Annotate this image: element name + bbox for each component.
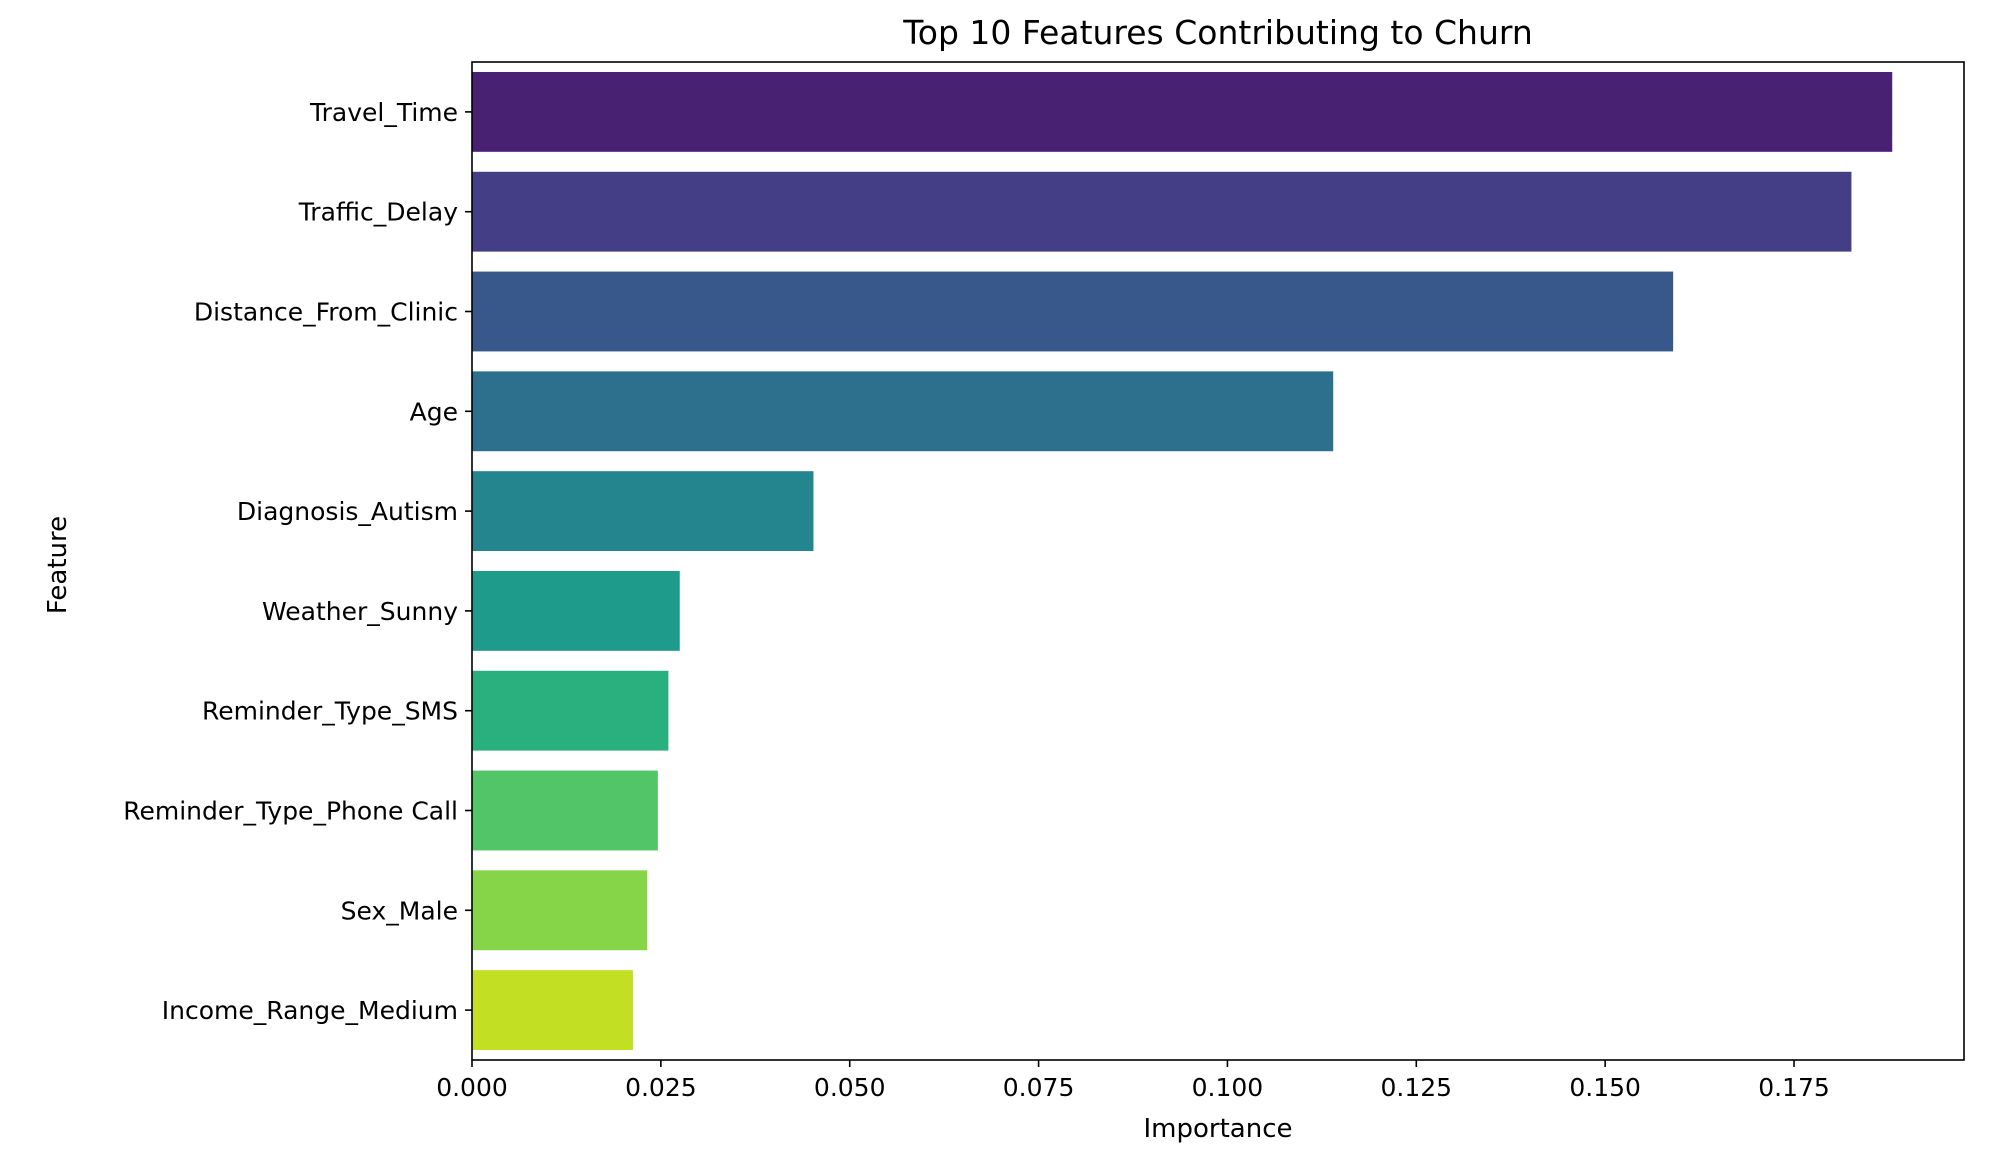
bars-group: [472, 71, 1893, 1051]
y-tick-label: Diagnosis_Autism: [237, 497, 458, 526]
y-tick-label: Reminder_Type_SMS: [202, 697, 458, 726]
y-tick-label: Travel_Time: [309, 98, 458, 127]
y-tick-label: Traffic_Delay: [298, 198, 459, 227]
x-tick-label: 0.175: [1758, 1073, 1830, 1102]
bar-reminder-type-sms: [472, 670, 669, 751]
y-tick-label: Age: [410, 397, 458, 426]
x-tick-label: 0.025: [625, 1073, 697, 1102]
bar-sex-male: [472, 870, 648, 951]
plot-frame: [471, 61, 1965, 1061]
bar-distance-from-clinic: [472, 271, 1674, 352]
x-tick-label: 0.075: [1003, 1073, 1075, 1102]
bar-travel-time: [472, 71, 1893, 152]
bar-income-range-medium: [472, 970, 633, 1051]
bar-weather-sunny: [472, 570, 680, 651]
x-axis-ticks: 0.000 0.025 0.050 0.075 0.100 0.125 0.150 0.175: [436, 1060, 1830, 1102]
x-tick-label: 0.050: [814, 1073, 886, 1102]
y-tick-label: Weather_Sunny: [262, 597, 458, 626]
bar-reminder-type-phone-call: [472, 770, 658, 851]
y-tick-label: Sex_Male: [341, 896, 458, 925]
bar-traffic-delay: [472, 171, 1852, 252]
y-axis-ticks: Travel_Time Traffic_Delay Distance_From_Cl…: [123, 98, 472, 1025]
y-axis-label: Feature: [43, 516, 73, 614]
x-tick-label: 0.000: [436, 1073, 508, 1102]
x-axis-label: Importance: [1144, 1114, 1293, 1144]
chart-title: Top 10 Features Contributing to Churn: [902, 13, 1533, 52]
y-tick-label: Income_Range_Medium: [162, 996, 458, 1025]
x-tick-label: 0.150: [1569, 1073, 1641, 1102]
y-tick-label: Reminder_Type_Phone Call: [123, 797, 458, 826]
x-tick-label: 0.100: [1192, 1073, 1264, 1102]
x-tick-label: 0.125: [1381, 1073, 1453, 1102]
y-tick-label: Distance_From_Clinic: [194, 298, 458, 327]
bar-diagnosis-autism: [472, 471, 814, 552]
bar-age: [472, 371, 1334, 452]
